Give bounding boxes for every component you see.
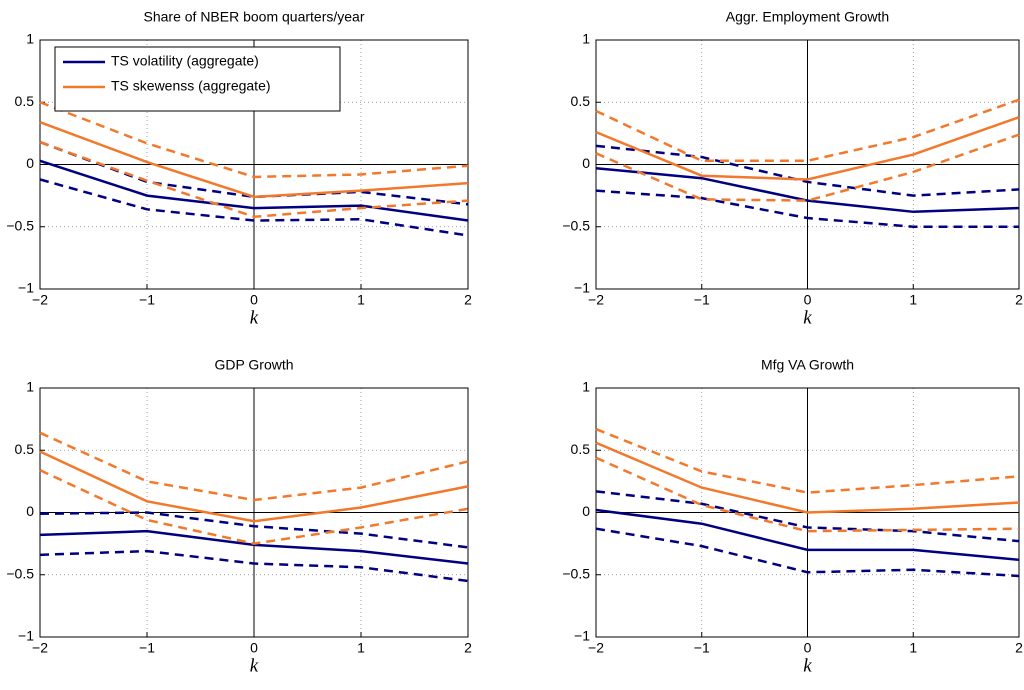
x-tick-label: −2 xyxy=(32,292,48,308)
y-tick-label: 0 xyxy=(26,155,34,171)
y-tick-label: 0.5 xyxy=(15,441,35,457)
band-line xyxy=(595,490,1020,543)
y-tick-label: 0.5 xyxy=(571,93,591,109)
x-tick-label: 2 xyxy=(464,292,472,308)
band-line xyxy=(39,469,469,545)
chart-title: GDP Growth xyxy=(214,357,293,373)
y-tick-label: 0 xyxy=(582,155,590,171)
chart-title: Mfg VA Growth xyxy=(761,357,854,373)
x-tick-label: −2 xyxy=(588,292,604,308)
band-line xyxy=(595,98,1020,163)
series-line xyxy=(595,441,1020,514)
x-tick-label: −1 xyxy=(139,292,155,308)
x-axis-label: k xyxy=(250,307,259,328)
band-line xyxy=(39,511,469,549)
band-line xyxy=(595,427,1020,494)
y-tick-label: 1 xyxy=(582,379,590,395)
band-line xyxy=(595,189,1019,228)
y-tick-label: −1 xyxy=(18,280,34,296)
y-tick-label: −1 xyxy=(574,628,590,644)
band-line xyxy=(595,456,1020,533)
x-axis-label: k xyxy=(803,307,812,328)
x-tick-label: −2 xyxy=(32,640,48,656)
x-axis-label: k xyxy=(803,655,812,676)
x-tick-label: 1 xyxy=(357,292,365,308)
series-line xyxy=(39,159,469,222)
y-tick-label: −0.5 xyxy=(6,565,34,581)
x-tick-label: −1 xyxy=(139,640,155,656)
series-line xyxy=(39,120,469,199)
band-line xyxy=(39,101,469,179)
band-line xyxy=(39,178,469,237)
chart-title: Aggr. Employment Growth xyxy=(726,9,889,25)
series-line xyxy=(595,166,1020,214)
x-tick-label: 0 xyxy=(804,292,812,308)
y-tick-label: −0.5 xyxy=(562,217,590,233)
x-tick-label: −1 xyxy=(694,292,710,308)
y-tick-label: −0.5 xyxy=(6,217,34,233)
legend-label: TS volatility (aggregate) xyxy=(111,53,259,69)
x-axis-label: k xyxy=(250,655,259,676)
band-line xyxy=(39,431,469,502)
band-line xyxy=(595,133,1020,202)
axes-box xyxy=(595,387,1020,638)
y-tick-label: −1 xyxy=(18,628,34,644)
y-tick-label: 1 xyxy=(26,379,34,395)
x-tick-label: 2 xyxy=(1015,292,1023,308)
x-tick-label: 0 xyxy=(250,292,258,308)
x-tick-label: 2 xyxy=(464,640,472,656)
band-line xyxy=(39,549,469,583)
series-line xyxy=(595,508,1020,562)
axes-box xyxy=(39,39,469,290)
legend-label: TS skewenss (aggregate) xyxy=(111,78,271,94)
y-tick-label: 0.5 xyxy=(571,441,591,457)
y-tick-label: 0 xyxy=(26,503,34,519)
band-line xyxy=(39,140,469,219)
series-line xyxy=(39,450,469,523)
chart-title: Share of NBER boom quarters/year xyxy=(144,9,365,25)
x-tick-label: 0 xyxy=(804,640,812,656)
x-tick-label: 1 xyxy=(357,640,365,656)
x-tick-label: 1 xyxy=(909,292,917,308)
y-tick-label: 0.5 xyxy=(15,93,35,109)
y-tick-label: −0.5 xyxy=(562,565,590,581)
y-tick-label: 1 xyxy=(582,31,590,47)
band-line xyxy=(595,144,1020,197)
y-tick-label: 1 xyxy=(26,31,34,47)
x-tick-label: −1 xyxy=(694,640,710,656)
band-line xyxy=(595,527,1020,578)
x-tick-label: −2 xyxy=(588,640,604,656)
y-tick-label: 0 xyxy=(582,503,590,519)
legend: TS volatility (aggregate) TS skewenss (ag… xyxy=(54,46,341,112)
axes-box xyxy=(595,39,1020,290)
legend-box xyxy=(54,46,341,112)
x-tick-label: 0 xyxy=(250,640,258,656)
y-tick-label: −1 xyxy=(574,280,590,296)
x-tick-label: 2 xyxy=(1015,640,1023,656)
series-line xyxy=(595,116,1020,181)
x-tick-label: 1 xyxy=(909,640,917,656)
